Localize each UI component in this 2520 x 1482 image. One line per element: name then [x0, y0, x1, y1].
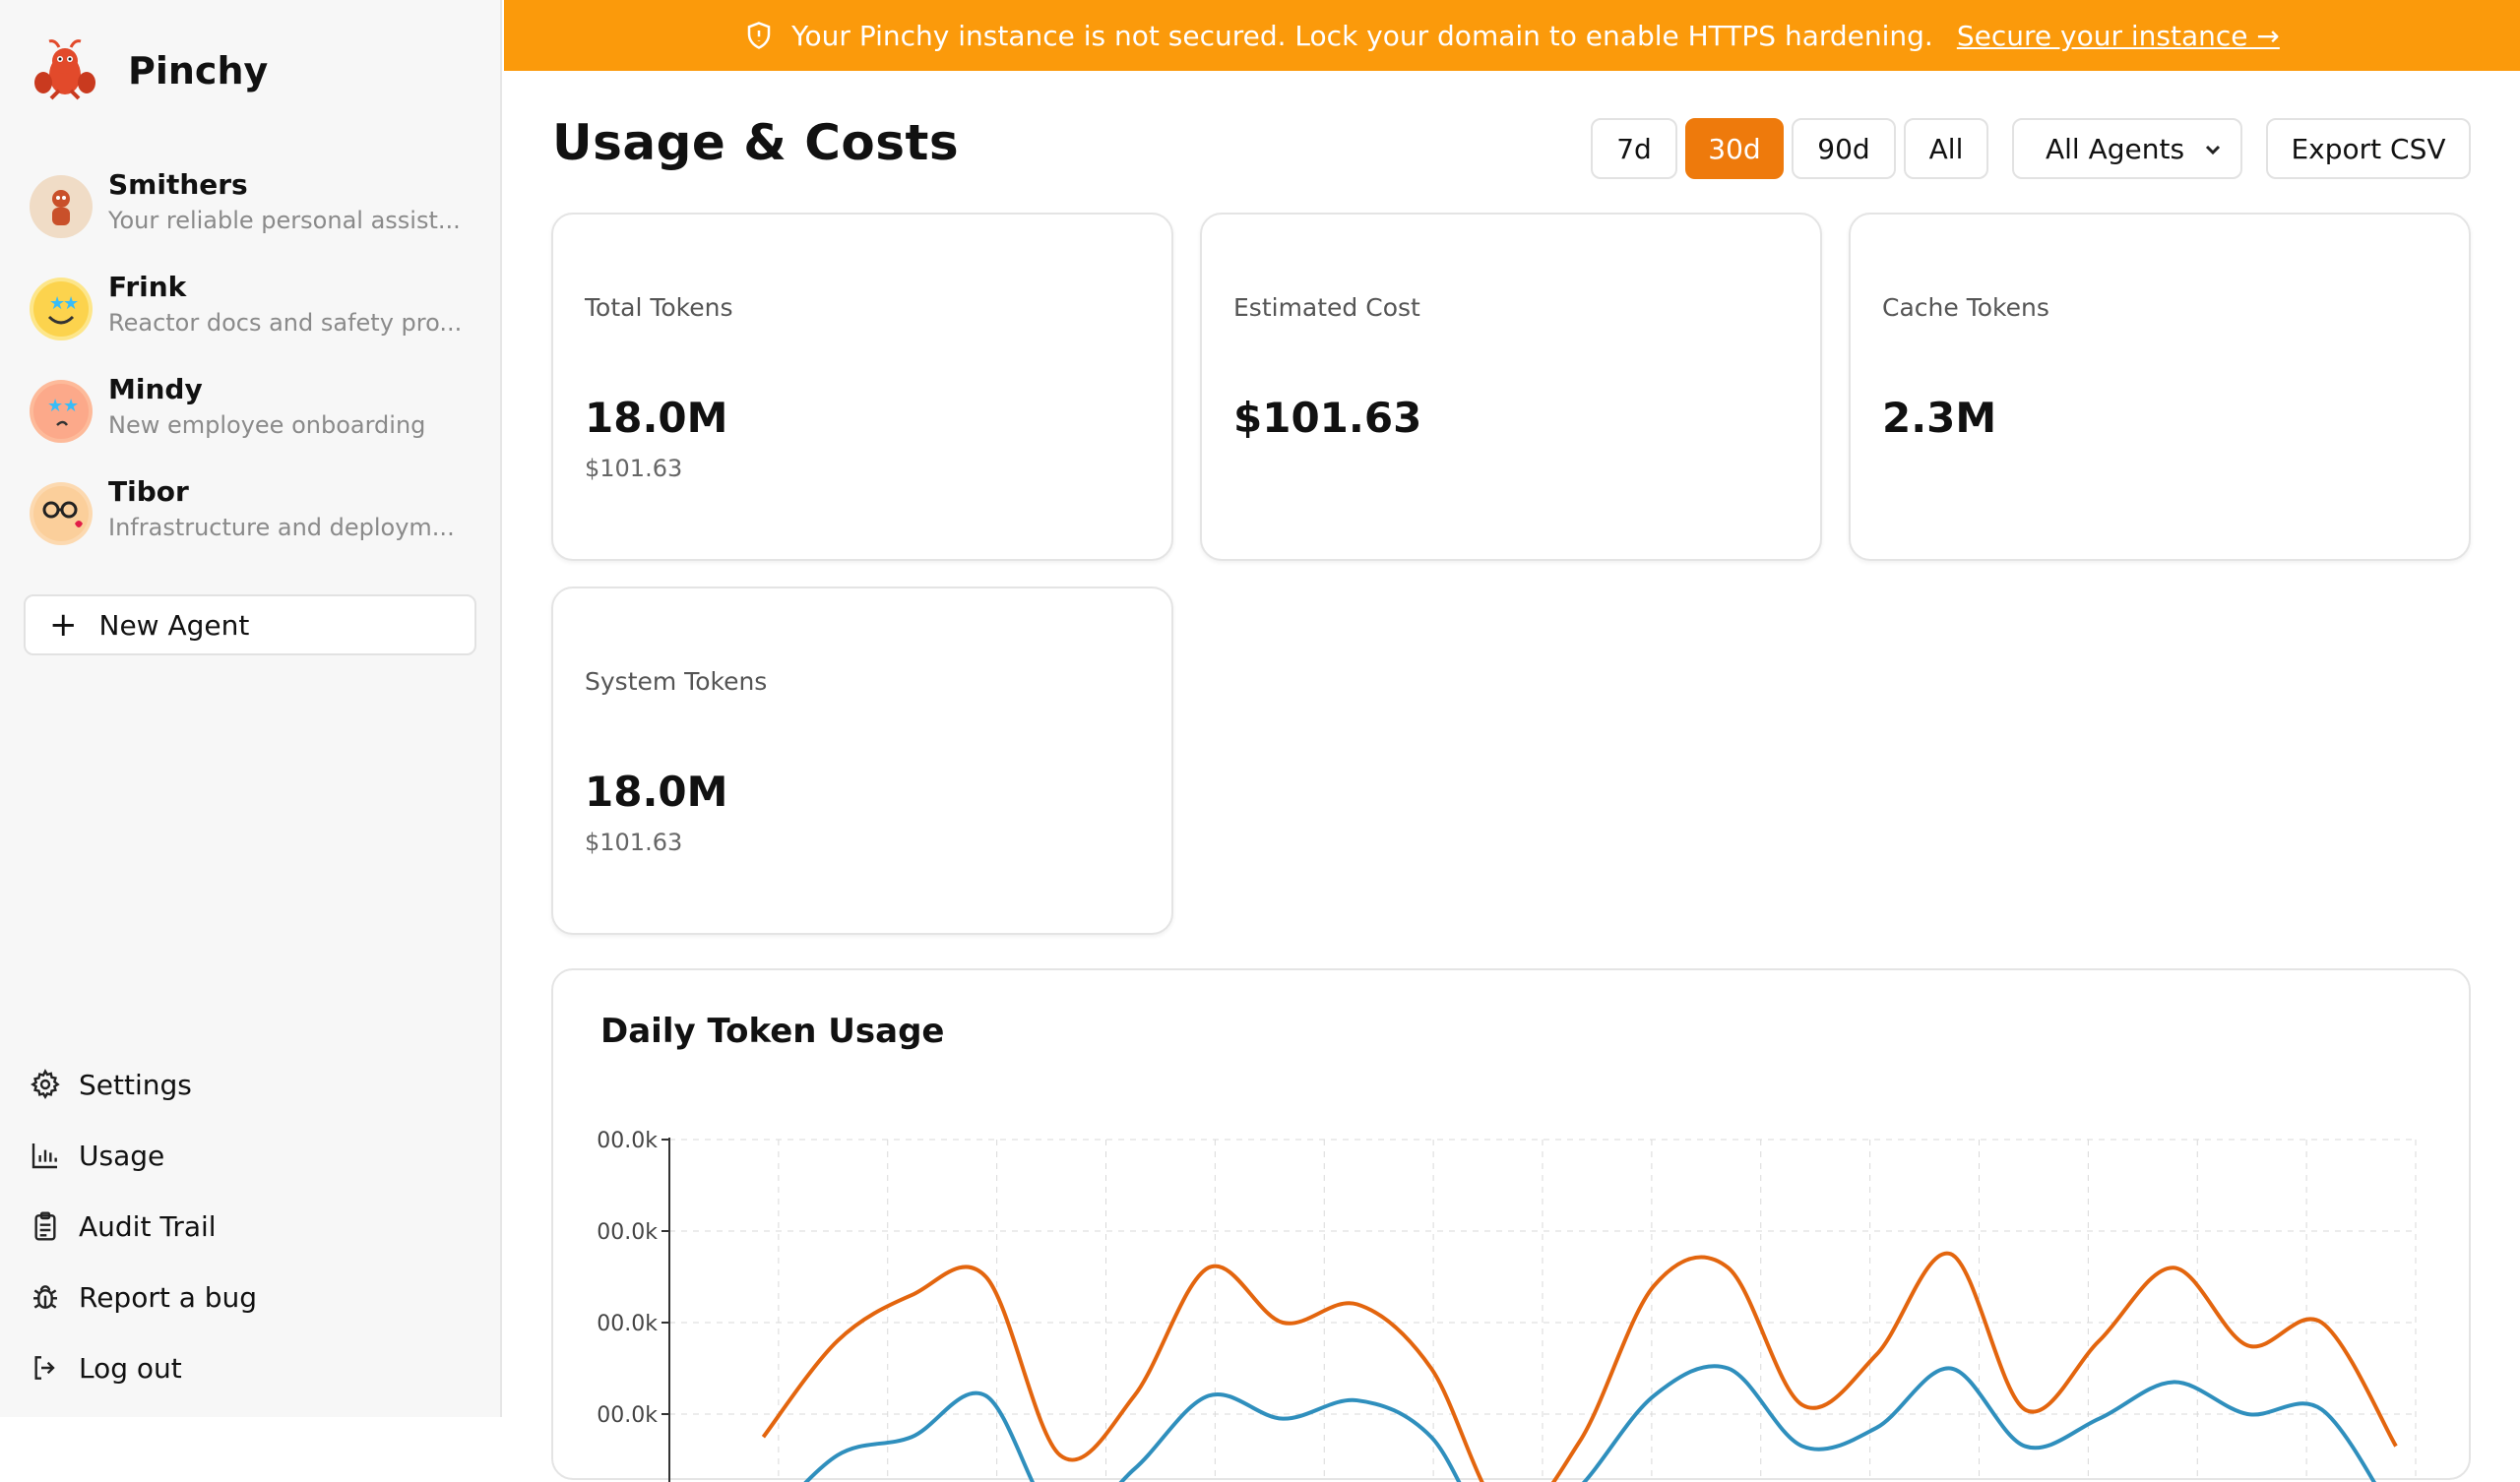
- nav-label: Report a bug: [79, 1280, 258, 1314]
- daily-token-usage-chart: Daily Token Usage 00.0k 00.0k 00.0k 00.0k: [551, 968, 2471, 1482]
- agent-description: Your reliable personal assist...: [108, 207, 461, 234]
- svg-text:★: ★: [63, 293, 79, 314]
- logout-icon: [34, 1356, 55, 1380]
- mindy-avatar: ★ ★: [30, 380, 93, 443]
- range-all-button[interactable]: All: [1904, 118, 1988, 179]
- nav-label: Settings: [79, 1068, 192, 1101]
- stat-value: 18.0M: [585, 768, 728, 816]
- svg-text:★: ★: [49, 293, 65, 314]
- svg-text:★: ★: [63, 396, 79, 416]
- range-7d-button[interactable]: 7d: [1591, 118, 1677, 179]
- agent-filter-select[interactable]: All Agents: [2012, 118, 2242, 179]
- new-agent-button[interactable]: + New Agent: [24, 594, 476, 655]
- agent-filter-value: All Agents: [2046, 132, 2185, 165]
- agent-item-smithers[interactable]: Smithers Your reliable personal assist..…: [30, 167, 482, 246]
- clipboard-icon: [34, 1211, 56, 1241]
- plus-icon: +: [49, 605, 78, 645]
- stat-value: 2.3M: [1882, 394, 1997, 442]
- stat-card-estimated-cost: Estimated Cost $101.63: [1200, 213, 1822, 561]
- agent-item-frink[interactable]: ★ ★ Frink Reactor docs and safety pro...: [30, 270, 482, 348]
- stat-label: Estimated Cost: [1233, 293, 1420, 322]
- sidebar: Pinchy Smithers Your reliable personal a…: [0, 0, 502, 1417]
- stat-card-system-tokens: System Tokens 18.0M $101.63: [551, 587, 1173, 935]
- y-tick-label: 00.0k: [597, 1129, 658, 1153]
- nav-log-out[interactable]: Log out: [30, 1346, 182, 1389]
- agent-description: Infrastructure and deploym...: [108, 514, 455, 541]
- secure-instance-link[interactable]: Secure your instance →: [1956, 19, 2280, 52]
- chart-title: Daily Token Usage: [600, 1012, 945, 1051]
- brand-name: Pinchy: [128, 49, 269, 93]
- nav-label: Usage: [79, 1139, 165, 1172]
- stat-sub: $101.63: [585, 829, 683, 856]
- stat-sub: $101.63: [585, 455, 683, 482]
- stat-card-cache-tokens: Cache Tokens 2.3M: [1849, 213, 2471, 561]
- gear-icon: [31, 1069, 60, 1099]
- agent-item-tibor[interactable]: Tibor Infrastructure and deploym...: [30, 474, 482, 553]
- svg-text:★: ★: [47, 396, 63, 416]
- nav-label: Audit Trail: [79, 1209, 217, 1243]
- security-banner: Your Pinchy instance is not secured. Loc…: [504, 0, 2520, 71]
- y-tick-label: 00.0k: [597, 1220, 658, 1245]
- stat-value: 18.0M: [585, 394, 728, 442]
- bug-icon: [33, 1285, 57, 1309]
- nav-usage[interactable]: Usage: [30, 1134, 164, 1177]
- agent-name: Tibor: [108, 475, 189, 508]
- y-tick-label: 00.0k: [597, 1312, 658, 1336]
- range-90d-button[interactable]: 90d: [1792, 118, 1896, 179]
- nav-settings[interactable]: Settings: [30, 1063, 192, 1106]
- stat-label: Total Tokens: [585, 293, 733, 322]
- chevron-down-icon: [2205, 145, 2221, 155]
- series-line-0: [761, 1251, 2398, 1482]
- stat-label: Cache Tokens: [1882, 293, 2049, 322]
- agent-description: Reactor docs and safety pro...: [108, 309, 463, 337]
- stat-value: $101.63: [1233, 394, 1422, 442]
- agent-item-mindy[interactable]: ★ ★ Mindy New employee onboarding: [30, 372, 482, 451]
- page-title: Usage & Costs: [552, 114, 960, 171]
- nav-audit-trail[interactable]: Audit Trail: [30, 1204, 217, 1248]
- smithers-avatar: [30, 175, 93, 238]
- y-tick-label: 00.0k: [597, 1403, 658, 1428]
- shield-alert-icon: [747, 22, 771, 49]
- stat-card-total-tokens: Total Tokens 18.0M $101.63: [551, 213, 1173, 561]
- agent-name: Frink: [108, 271, 187, 303]
- tibor-avatar: [30, 482, 93, 545]
- series-line-1: [803, 1364, 2377, 1482]
- export-csv-button[interactable]: Export CSV: [2266, 118, 2471, 179]
- lobster-logo-icon: [34, 39, 95, 100]
- brand[interactable]: Pinchy: [30, 35, 268, 106]
- new-agent-label: New Agent: [98, 608, 250, 642]
- agent-name: Mindy: [108, 373, 203, 405]
- bar-chart-icon: [32, 1143, 57, 1169]
- agent-name: Smithers: [108, 168, 248, 201]
- nav-label: Log out: [79, 1351, 182, 1385]
- frink-avatar: ★ ★: [30, 278, 93, 340]
- stat-label: System Tokens: [585, 667, 768, 696]
- line-chart: 00.0k 00.0k 00.0k 00.0k: [597, 1129, 2417, 1482]
- range-30d-button[interactable]: 30d: [1685, 118, 1784, 179]
- agent-description: New employee onboarding: [108, 411, 426, 439]
- nav-report-bug[interactable]: Report a bug: [30, 1275, 257, 1319]
- banner-message: Your Pinchy instance is not secured. Loc…: [791, 19, 1933, 52]
